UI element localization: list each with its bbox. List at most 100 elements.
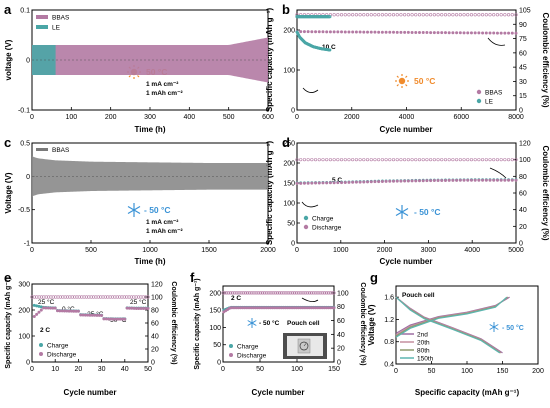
ylabel-g: Voltage (V) [367, 304, 376, 346]
y2-tick-label: 100 [151, 295, 163, 302]
ce-point [492, 158, 496, 162]
discharge-point [403, 179, 407, 183]
y-tick-label: 0 [26, 174, 30, 181]
discharge-point [132, 306, 136, 310]
discharge-point [395, 30, 399, 34]
discharge-point [317, 181, 321, 185]
ce-point [307, 291, 312, 295]
discharge-point [469, 178, 473, 182]
rate-label-f: 2 C [231, 295, 241, 302]
x-tick-label: 50 [428, 368, 436, 375]
x-tick-label: 500 [223, 114, 235, 121]
discharge-point [466, 31, 470, 35]
x-tick-label: 0 [295, 114, 299, 121]
x-tick-label: 2000 [377, 247, 393, 254]
rate-label-b: 10 C [322, 44, 336, 51]
ce-point [351, 13, 355, 17]
x-tick-label: 0 [30, 247, 34, 254]
discharge-point [116, 317, 120, 321]
ce-point [242, 291, 246, 295]
y-tick-label: 250 [283, 141, 295, 148]
y-tick-label: 150 [209, 308, 221, 315]
discharge-point [343, 180, 347, 184]
xlabel-f: Cycle number [252, 388, 305, 397]
y-tick-label: 50 [287, 221, 295, 228]
discharge-point [440, 31, 444, 35]
ce-point [369, 13, 373, 17]
x-tick-label: 6000 [453, 114, 469, 121]
discharge-point [362, 30, 366, 34]
ce-point [447, 158, 451, 162]
discharge-point [332, 30, 336, 34]
discharge-point [473, 31, 477, 35]
discharge-point [56, 309, 60, 313]
y-tick-label: 50 [213, 342, 221, 349]
arrow-capacity-b [302, 87, 319, 93]
ce-point [328, 15, 332, 19]
discharge-point [134, 306, 138, 310]
discharge-point [302, 30, 306, 34]
discharge-point [440, 178, 444, 182]
x-tick-label: 2000 [260, 247, 276, 254]
legend-swatch-bbas [36, 148, 48, 151]
pouch-cell-photo [283, 333, 327, 359]
x-tick-label: 50 [256, 366, 264, 373]
discharge-point [44, 306, 48, 310]
discharge-point [123, 317, 127, 321]
legend-c: BBAS [36, 147, 70, 154]
x-tick-label: 1500 [201, 247, 217, 254]
x-tick-label: 100 [65, 114, 77, 121]
discharge-point [74, 309, 78, 313]
legend-marker-discharge [229, 353, 233, 357]
discharge-point [458, 31, 462, 35]
x-tick-label: 5000 [508, 247, 524, 254]
ce-point [298, 291, 302, 295]
xlabel-d: Cycle number [380, 257, 433, 266]
ce-point [283, 291, 287, 295]
y2-tick-label: 20 [337, 346, 345, 353]
ce-point [499, 13, 503, 17]
ce-point [321, 291, 325, 295]
discharge-point [340, 30, 344, 34]
ce-point [343, 158, 347, 162]
legend-label-bbas: BBAS [52, 147, 70, 154]
y2-tick-label: 40 [337, 332, 345, 339]
ce-point [347, 158, 351, 162]
y-tick-label: 100 [283, 201, 295, 208]
discharge-point [488, 178, 492, 182]
ce-point [289, 291, 293, 295]
discharge-point [354, 30, 358, 34]
legend-label-80th: 80th [417, 348, 430, 355]
panel-label-a: a [4, 2, 12, 17]
ce-point [287, 291, 291, 295]
snowflake-icon [127, 203, 141, 217]
discharge-point [42, 306, 46, 310]
discharge-point [481, 178, 485, 182]
discharge-point [507, 178, 511, 182]
discharge-point [125, 306, 129, 310]
x-tick-label: 20 [75, 366, 83, 373]
y-tick-label: 0.8 [384, 339, 394, 346]
y2-tick-label: 30 [519, 79, 527, 86]
arrow-ce-f [301, 297, 319, 302]
ce-point [272, 291, 276, 295]
ce-point [384, 13, 388, 17]
x-tick-label: 100 [291, 366, 303, 373]
ce-point [336, 158, 340, 162]
discharge-point [510, 31, 514, 35]
discharge-point [384, 179, 388, 183]
discharge-point [37, 310, 41, 314]
ce-point [225, 291, 229, 295]
discharge-point [90, 313, 94, 317]
y-tick-label: 1.2 [384, 317, 394, 324]
discharge-point [347, 180, 351, 184]
ce-point [499, 158, 503, 162]
ce-point [451, 158, 455, 162]
discharge-point [481, 31, 485, 35]
ce-point [488, 13, 492, 17]
discharge-point [399, 30, 403, 34]
ce-point [462, 13, 466, 17]
discharge-point [369, 180, 373, 184]
ce-point [514, 13, 518, 17]
